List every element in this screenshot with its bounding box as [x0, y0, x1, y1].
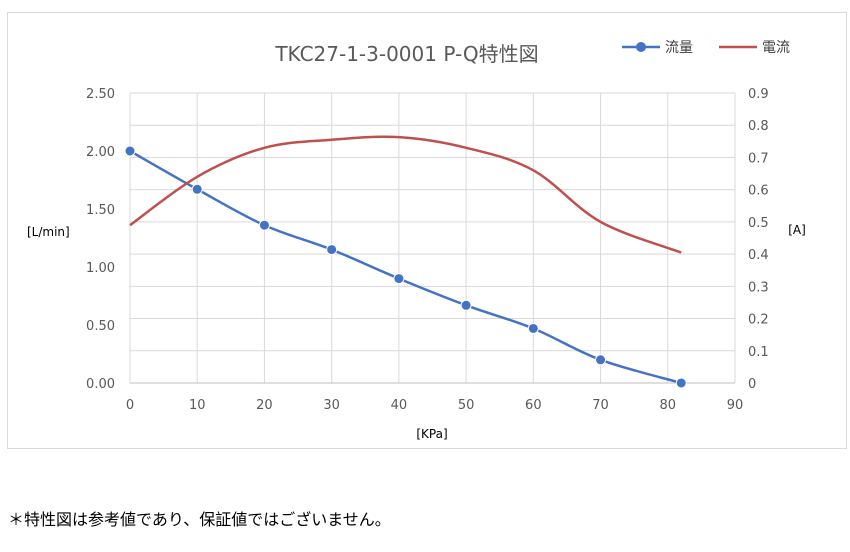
- y-tick-label: 2.50: [86, 87, 115, 102]
- footnote: ＊特性図は参考値であり、保証値ではございません。: [8, 510, 391, 529]
- y2-tick-label: 0: [748, 377, 756, 392]
- x-tick-label: 10: [189, 398, 206, 413]
- data-point: [460, 299, 472, 311]
- x-tick-label: 0: [126, 398, 134, 413]
- legend-label: 電流: [762, 40, 790, 56]
- y2-tick-label: 0.6: [748, 184, 769, 199]
- x-tick-label: 60: [525, 398, 542, 413]
- x-tick-label: 80: [660, 398, 677, 413]
- data-point: [124, 145, 136, 157]
- y2-tick-label: 0.9: [748, 87, 769, 102]
- y2-tick-label: 0.3: [748, 280, 769, 295]
- data-point: [191, 183, 203, 195]
- x-tick-label: 20: [256, 398, 273, 413]
- y2-axis-label: [A]: [788, 223, 806, 237]
- x-tick-label: 50: [458, 398, 475, 413]
- y2-tick-label: 0.7: [748, 151, 769, 166]
- y2-tick-label: 0.8: [748, 119, 769, 134]
- legend-marker: [636, 42, 646, 52]
- y-tick-label: 0.50: [86, 319, 115, 334]
- data-point: [326, 244, 338, 256]
- data-point: [675, 377, 687, 389]
- y2-tick-label: 0.1: [748, 345, 769, 360]
- data-point: [393, 273, 405, 285]
- y-tick-label: 1.00: [86, 261, 115, 276]
- y2-tick-label: 0.5: [748, 216, 769, 231]
- x-tick-label: 70: [592, 398, 609, 413]
- y2-tick-label: 0.2: [748, 313, 769, 328]
- x-tick-label: 40: [391, 398, 408, 413]
- y-axis-label: [L/min]: [27, 225, 70, 239]
- y-tick-label: 2.00: [86, 145, 115, 160]
- y-tick-label: 1.50: [86, 203, 115, 218]
- legend-label: 流量: [665, 40, 693, 56]
- chart-frame: [7, 12, 847, 449]
- data-point: [258, 219, 270, 231]
- y-tick-label: 0.00: [86, 377, 115, 392]
- x-tick-label: 90: [727, 398, 744, 413]
- data-point: [527, 322, 539, 334]
- data-point: [595, 354, 607, 366]
- x-tick-label: 30: [323, 398, 340, 413]
- y2-tick-label: 0.4: [748, 248, 769, 263]
- chart-title: TKC27-1-3-0001 P-Q特性図: [274, 42, 538, 66]
- series-line-flow: [129, 149, 682, 385]
- series-line-current: [129, 135, 682, 254]
- x-axis-label: [KPa]: [416, 427, 447, 441]
